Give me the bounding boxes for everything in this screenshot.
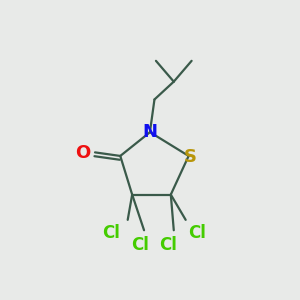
Text: N: N	[142, 123, 158, 141]
Text: S: S	[184, 148, 196, 166]
Text: Cl: Cl	[132, 236, 149, 253]
Text: Cl: Cl	[189, 224, 206, 242]
Text: O: O	[76, 144, 91, 162]
Text: Cl: Cl	[160, 236, 177, 253]
Text: Cl: Cl	[102, 224, 120, 242]
